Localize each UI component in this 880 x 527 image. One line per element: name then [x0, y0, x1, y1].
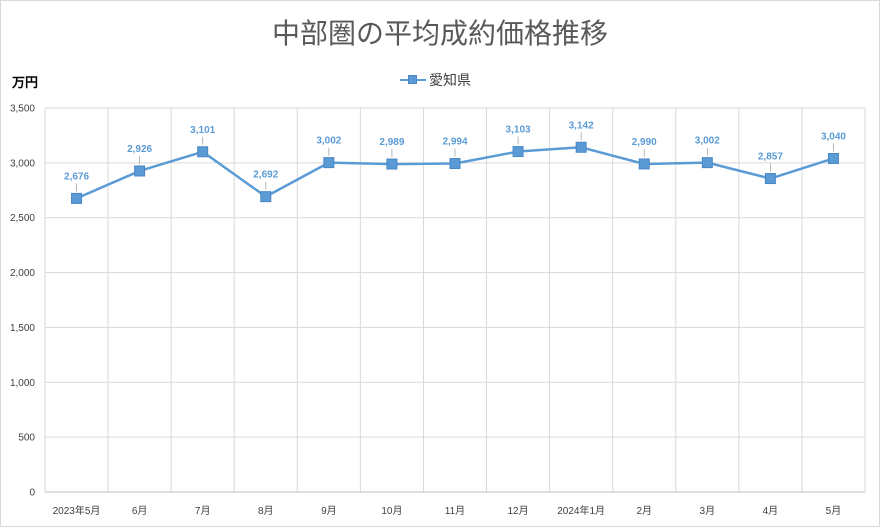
data-label: 2,990	[632, 137, 657, 148]
y-tick-label: 3,500	[10, 104, 35, 115]
legend-line-marker-icon	[400, 73, 426, 87]
data-label: 3,040	[821, 131, 846, 142]
x-tick-label: 4月	[763, 505, 779, 517]
data-point-marker	[386, 158, 398, 170]
x-tick-label: 11月	[445, 505, 465, 517]
y-tick-label: 0	[29, 488, 35, 499]
x-tick-label: 8月	[258, 505, 274, 517]
y-tick-label: 2,000	[10, 268, 35, 279]
data-point-marker	[197, 146, 209, 158]
data-point-marker	[701, 157, 713, 169]
y-tick-label: 3,000	[10, 158, 35, 169]
data-label: 3,002	[695, 136, 720, 147]
data-label: 2,989	[379, 137, 404, 148]
data-point-marker	[764, 173, 776, 185]
x-tick-label: 2月	[636, 505, 652, 517]
x-tick-label: 12月	[508, 505, 529, 517]
x-tick-label: 9月	[321, 505, 337, 517]
y-tick-label: 500	[18, 433, 35, 444]
data-point-marker	[323, 157, 335, 169]
x-tick-label: 10月	[381, 505, 402, 517]
chart-title: 中部圏の平均成約価格推移	[271, 17, 608, 50]
x-tick-label: 2024年1月	[557, 504, 605, 517]
data-label: 2,676	[64, 171, 89, 182]
x-tick-label: 5月	[826, 505, 842, 517]
data-point-marker	[575, 141, 587, 153]
data-label: 2,857	[758, 152, 783, 163]
data-point-marker	[638, 158, 650, 170]
x-tick-label: 2023年5月	[53, 504, 101, 517]
y-axis-unit-label: 万円	[12, 76, 39, 91]
data-point-marker	[827, 152, 839, 164]
data-label: 3,002	[316, 136, 341, 147]
x-tick-label: 3月	[700, 505, 716, 517]
data-point-marker	[71, 192, 83, 204]
data-label: 2,692	[253, 170, 278, 181]
data-label: 2,926	[127, 144, 152, 155]
data-point-marker	[134, 165, 146, 177]
data-label: 3,103	[506, 125, 531, 136]
y-tick-label: 1,000	[10, 378, 35, 389]
y-tick-label: 1,500	[10, 323, 35, 334]
legend-series-label: 愛知県	[429, 73, 471, 89]
legend: 愛知県	[400, 70, 471, 90]
data-point-marker	[260, 191, 272, 203]
y-tick-label: 2,500	[10, 213, 35, 224]
x-tick-label: 7月	[195, 505, 211, 517]
data-point-marker	[512, 146, 524, 158]
data-label: 2,994	[442, 137, 467, 148]
data-label: 3,142	[569, 120, 594, 131]
x-tick-label: 6月	[132, 505, 148, 517]
data-label: 3,101	[190, 125, 215, 136]
data-point-marker	[449, 158, 461, 170]
